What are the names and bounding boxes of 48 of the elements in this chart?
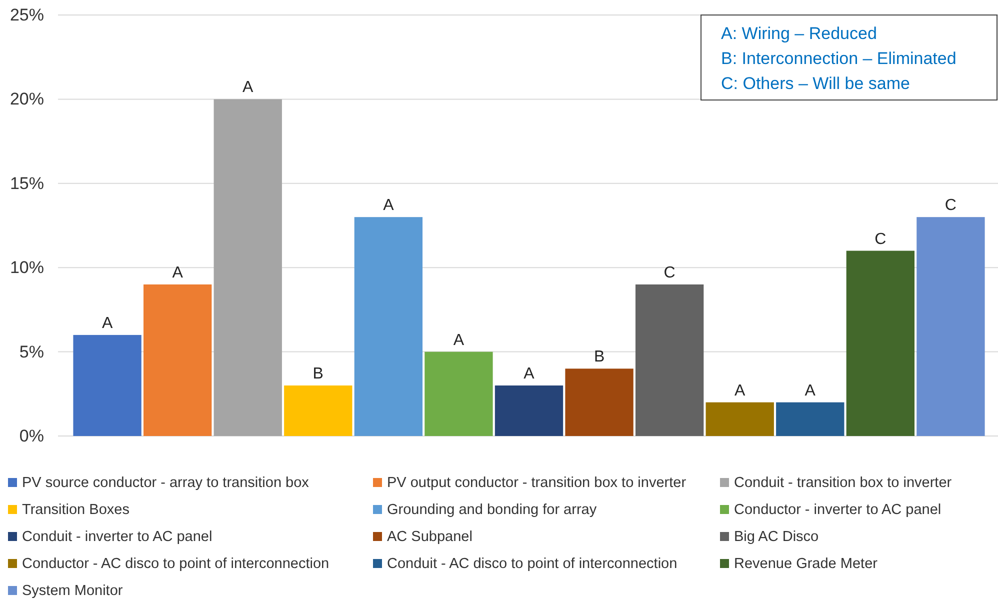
data-label: A: [102, 314, 113, 332]
data-label: A: [383, 197, 394, 214]
annotation: C: Others – Will be same: [721, 74, 910, 93]
legend-label: Conductor - inverter to AC panel: [734, 502, 942, 518]
bar: [424, 352, 493, 436]
y-tick-label: 25%: [10, 5, 44, 24]
bar: [73, 334, 142, 436]
legend-label: Big AC Disco: [734, 529, 819, 545]
legend-label: Conductor - AC disco to point of interconnection: [22, 556, 330, 572]
y-tick-label: 20%: [10, 90, 44, 109]
annotation: B: Interconnection – Eliminated: [721, 49, 956, 68]
bar: [143, 284, 212, 436]
y-tick-label: 0%: [19, 426, 44, 446]
data-label: A: [804, 382, 816, 400]
bar: [354, 217, 423, 436]
legend-label: PV output conductor - transition box to inverter: [387, 475, 686, 491]
data-label: B: [594, 348, 605, 366]
data-label: C: [944, 197, 956, 214]
legend-label: System Monitor: [22, 583, 123, 599]
data-label: C: [664, 264, 676, 282]
bar: [494, 385, 564, 436]
legend-label: Grounding and bonding for array: [387, 502, 598, 518]
bar: [706, 402, 774, 436]
y-tick-label: 5%: [19, 342, 44, 362]
legend-label: Conduit - transition box to inverter: [734, 475, 952, 491]
legend-label: Revenue Grade Meter: [734, 556, 878, 572]
legend-label: Conduit - inverter to AC panel: [22, 529, 212, 545]
bar: [776, 402, 844, 436]
legend-label: AC Subpanel: [387, 529, 472, 545]
legend-label: Conduit - AC disco to point of interconnection: [387, 556, 678, 572]
bar: [214, 99, 282, 436]
data-label: C: [874, 230, 886, 248]
y-tick-label: 15%: [10, 174, 44, 193]
y-tick-label: 10%: [10, 258, 44, 278]
data-label: A: [524, 365, 535, 382]
bar: [565, 368, 634, 436]
bar: [635, 284, 704, 436]
bar: [284, 385, 352, 436]
data-label: B: [312, 365, 324, 382]
data-label: A: [734, 382, 746, 400]
bar: [846, 250, 915, 436]
bar: [916, 217, 985, 436]
data-label: A: [453, 332, 464, 349]
annotation: A: Wiring – Reduced: [721, 24, 877, 43]
data-label: A: [172, 264, 184, 282]
data-label: A: [242, 79, 254, 96]
legend-label: PV source conductor - array to transition box: [22, 475, 310, 491]
legend-label: Transition Boxes: [22, 502, 130, 518]
